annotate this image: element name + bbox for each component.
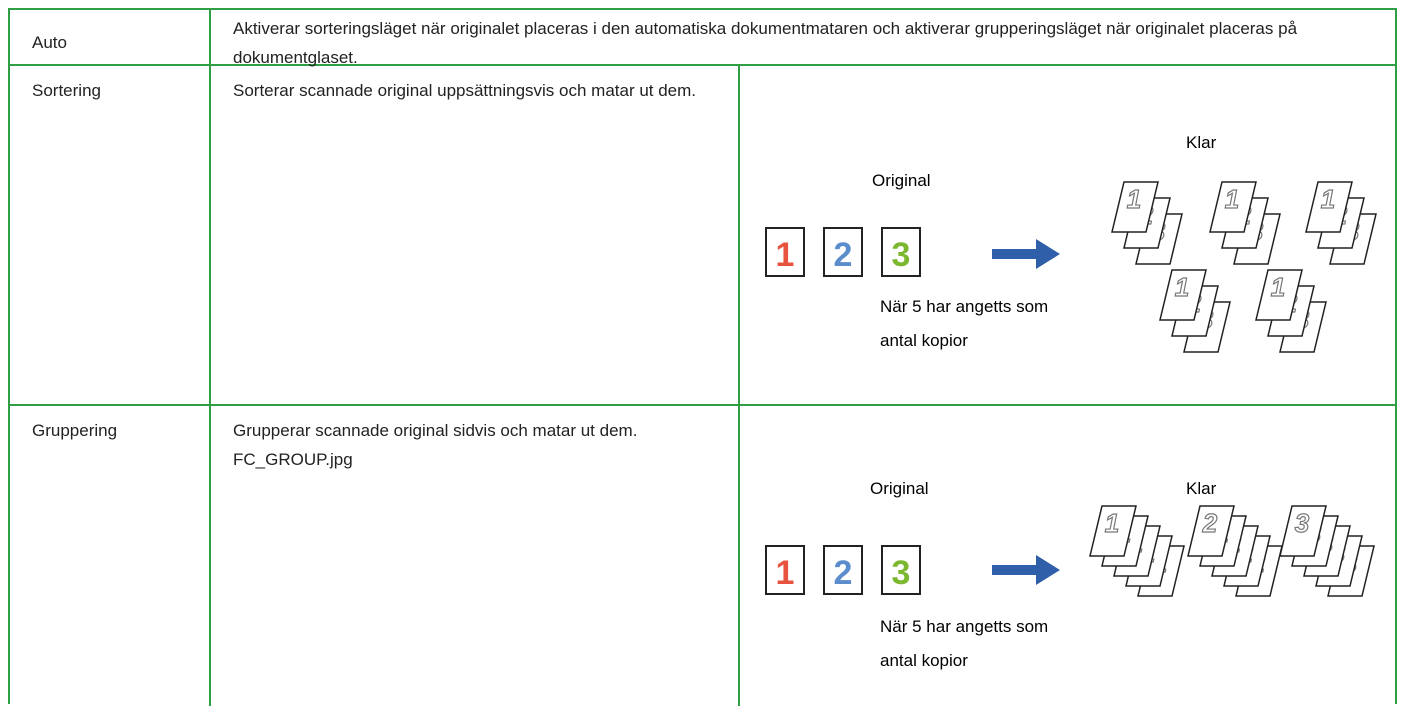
page-number: 2	[834, 236, 853, 274]
page-box	[881, 545, 921, 595]
mode-cell: Gruppering	[32, 421, 118, 440]
sheet	[1305, 181, 1353, 233]
sheet-number: 1	[1127, 184, 1141, 214]
page-number: 3	[892, 236, 911, 274]
sheet-number: 1	[1175, 272, 1189, 302]
sheet-number: 1	[1105, 508, 1119, 538]
note: När 5 har angetts som	[880, 297, 1048, 316]
col-border	[738, 66, 740, 706]
sheet	[1209, 181, 1257, 233]
result-label: Klar	[1186, 133, 1217, 152]
mode-cell: Auto	[32, 33, 67, 52]
original-label: Original	[872, 171, 931, 190]
page-number: 3	[892, 554, 911, 592]
arrow	[992, 239, 1060, 269]
diagram: Original Klar 1 2 3 När 5 har angetts som anta…	[765, 133, 1377, 353]
table: Auto Aktiverar sorteringsläget när origi…	[8, 8, 1397, 706]
page-number: 1	[776, 236, 795, 274]
description-cell: Grupperar scannade original sidvis och m…	[233, 421, 638, 469]
note: När 5 har angetts som	[880, 617, 1048, 636]
description-cell: Sorterar scannade original uppsättningsv…	[233, 81, 697, 100]
original-label: Original	[870, 479, 929, 498]
sheet	[1187, 505, 1235, 557]
page-box	[823, 227, 863, 277]
sheet-number: 1	[1321, 184, 1335, 214]
sheet	[1279, 505, 1327, 557]
page-number: 1	[776, 554, 795, 592]
mode-cell: Sortering	[32, 81, 101, 100]
sheet-number: 3	[1295, 508, 1310, 538]
sheet	[1111, 181, 1159, 233]
sheet	[1255, 269, 1303, 321]
page-number: 2	[834, 554, 853, 592]
page-box	[765, 545, 805, 595]
sheet-number: 2	[1202, 508, 1218, 538]
row-border	[10, 404, 1395, 406]
row-border	[10, 64, 1395, 66]
note: antal kopior	[880, 331, 968, 350]
col-border	[209, 10, 211, 706]
result-label: Klar	[1186, 479, 1217, 498]
sheet	[1089, 505, 1137, 557]
page-box	[881, 227, 921, 277]
page-box	[765, 227, 805, 277]
sheet-number: 1	[1271, 272, 1285, 302]
page-box	[823, 545, 863, 595]
sheet-number: 1	[1225, 184, 1239, 214]
note: antal kopior	[880, 651, 968, 670]
diagram: Original Klar 1 2 3 När 5 har angetts som anta…	[765, 479, 1375, 670]
arrow	[992, 555, 1060, 585]
sheet	[1159, 269, 1207, 321]
description-cell: Aktiverar sorteringsläget när originalet…	[233, 19, 1298, 67]
